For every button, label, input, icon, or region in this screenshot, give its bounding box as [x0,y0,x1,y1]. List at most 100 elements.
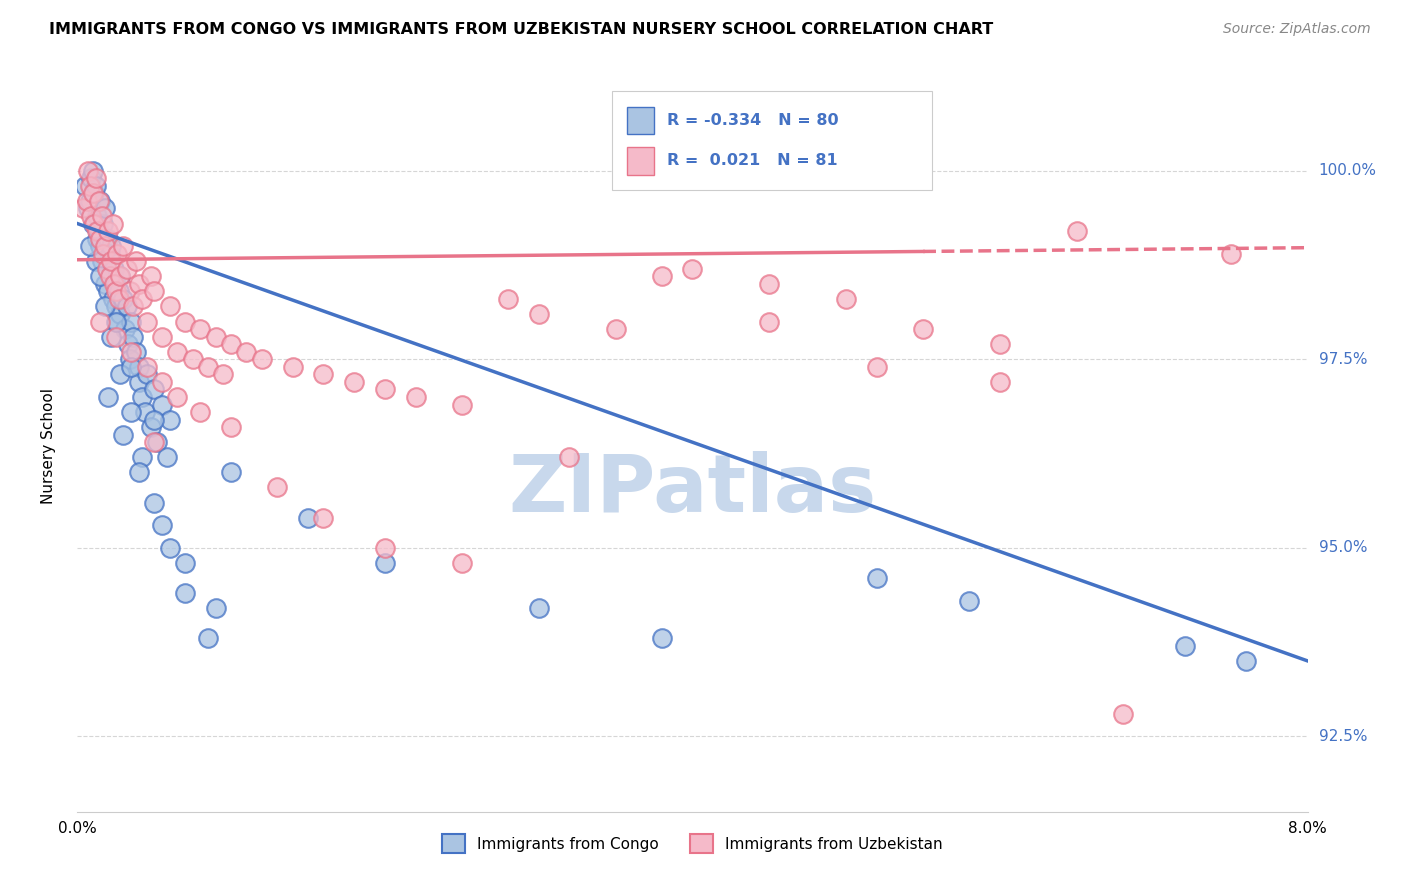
Point [143,412,166,426]
Point [450,398,472,412]
Point [219,337,242,351]
Point [120,315,142,329]
Point [94,300,117,314]
Point [558,450,581,465]
Point [114,322,136,336]
Point [104,329,127,343]
Point [82,217,104,231]
Point [96,261,118,276]
Point [312,368,335,382]
Point [651,632,673,646]
Point [912,322,935,336]
Point [150,518,173,533]
Point [84,178,107,193]
Point [128,375,150,389]
Point [141,420,163,434]
Point [405,390,427,404]
Point [181,352,204,367]
Point [104,315,127,329]
Point [86,224,108,238]
Point [97,390,120,404]
Point [527,601,550,615]
Point [121,329,143,343]
Point [93,246,115,260]
Point [103,261,125,276]
Point [1066,224,1088,238]
Point [79,194,101,208]
Point [101,269,124,284]
Point [100,254,122,268]
Point [94,202,117,216]
Point [281,359,304,374]
Y-axis label: Nursery School: Nursery School [42,388,56,504]
Point [108,285,131,299]
Point [159,300,181,314]
Point [374,541,396,555]
Point [86,232,108,246]
Text: Source: ZipAtlas.com: Source: ZipAtlas.com [1223,22,1371,37]
Point [174,586,197,600]
Point [159,412,181,426]
Point [89,315,111,329]
Point [135,315,157,329]
Point [94,277,117,291]
Point [73,178,96,193]
Point [90,254,114,268]
Point [80,209,103,223]
Point [77,163,100,178]
Point [104,285,127,299]
Point [1112,706,1135,721]
Point [174,315,197,329]
Bar [613,91,932,190]
Point [134,405,156,419]
Point [90,209,114,223]
Point [72,202,94,216]
Point [84,254,107,268]
Point [108,292,131,306]
Point [682,261,704,276]
Point [97,224,120,238]
Point [110,368,132,382]
Point [1174,639,1197,653]
Point [117,337,139,351]
Legend: Immigrants from Congo, Immigrants from Uzbekistan: Immigrants from Congo, Immigrants from U… [436,828,949,859]
Point [166,390,188,404]
Point [866,571,889,585]
Point [120,405,142,419]
Point [197,632,219,646]
Point [84,171,107,186]
Point [128,466,150,480]
Point [97,285,120,299]
Point [235,344,257,359]
Point [204,601,226,615]
Point [112,427,135,442]
Point [120,344,142,359]
Point [121,300,143,314]
Point [150,329,173,343]
Point [98,269,121,284]
Point [174,556,197,570]
Point [89,239,111,253]
Point [835,292,858,306]
Point [100,329,122,343]
Point [118,352,141,367]
Point [343,375,366,389]
Point [188,322,212,336]
Point [77,202,100,216]
Point [89,269,111,284]
Point [93,217,115,231]
Point [155,450,177,465]
Bar [627,107,654,135]
Bar [627,147,654,175]
Point [120,359,142,374]
Point [143,435,166,450]
Point [89,194,111,208]
Point [143,495,166,509]
Point [104,300,127,314]
Text: 92.5%: 92.5% [1319,729,1367,744]
Point [866,359,889,374]
Point [297,510,319,524]
Point [135,359,157,374]
Text: R = -0.334   N = 80: R = -0.334 N = 80 [666,113,838,128]
Point [758,315,780,329]
